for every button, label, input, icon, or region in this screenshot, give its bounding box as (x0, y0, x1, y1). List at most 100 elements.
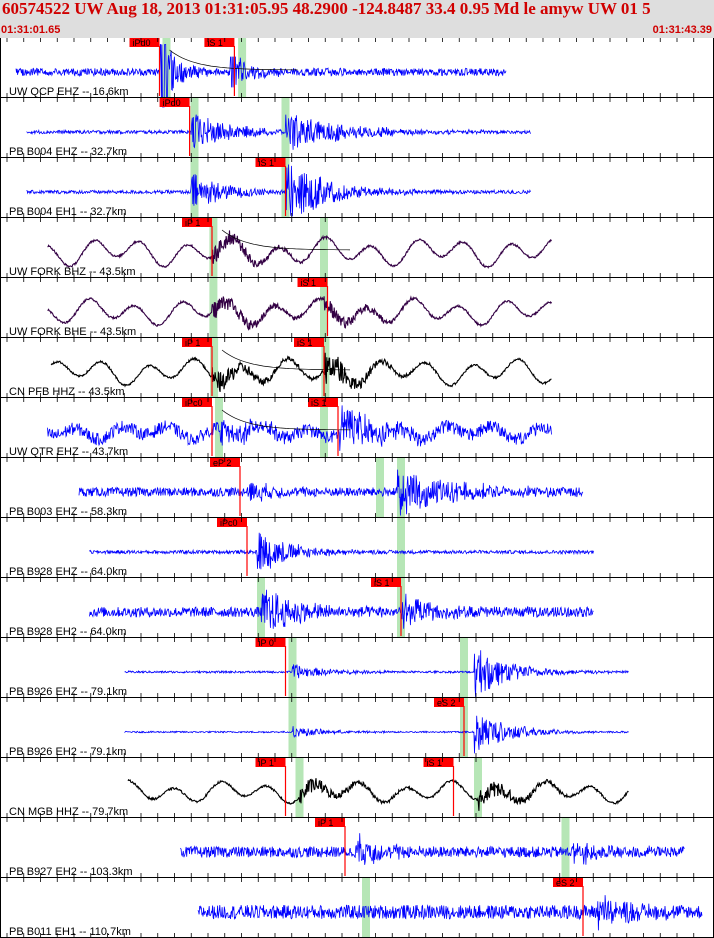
pick-window (162, 38, 171, 98)
station-label: PB B928 EH2 -- 64.0km (9, 626, 126, 638)
pick-label: iP 0 (259, 638, 274, 648)
trace-row[interactable]: iP 1 UW FORK BHZ -- 43.5km (0, 218, 714, 278)
waveform (89, 532, 594, 570)
coda-fit-curve (169, 49, 298, 71)
trace-row[interactable]: iPc0 iS 1 UW QTR EHZ -- 43.7km (0, 398, 714, 458)
pick-label: iS 1 (311, 398, 327, 408)
waveform (180, 833, 685, 865)
pick-window (397, 518, 405, 578)
pick-window (474, 758, 482, 818)
trace-row[interactable]: iP 1 iS 1 CN MGB HHZ -- 79.7km (0, 758, 714, 818)
pick-window (209, 218, 218, 278)
pick-label: iPd0 (163, 98, 181, 108)
station-label: UW FORK BHZ -- 43.5km (9, 266, 136, 278)
station-label: PB B004 EHZ -- 32.7km (9, 146, 127, 158)
pick-label-box[interactable] (423, 758, 454, 767)
end-time-label: 01:31:43.39 (652, 24, 712, 36)
pick-label-box[interactable] (159, 98, 190, 107)
trace-row[interactable]: iP 1 iS 1 CN PFB HHZ -- 43.5km (0, 338, 714, 398)
pick-label-box[interactable] (182, 338, 212, 347)
start-time-label: 01:31:01.65 (1, 24, 61, 36)
pick-window (376, 458, 384, 518)
station-label: PB B011 EH1 -- 110.7km (9, 926, 131, 938)
event-header: 60574522 UW Aug 18, 2013 01:31:05.95 48.… (0, 0, 714, 38)
pick-label-box[interactable] (434, 698, 464, 707)
pick-label-box[interactable] (182, 398, 212, 407)
waveform (124, 715, 629, 754)
pick-label: iPc0 (185, 398, 203, 408)
pick-label-box[interactable] (315, 818, 345, 827)
pick-label: iP 1 (185, 218, 200, 228)
pick-window (460, 638, 468, 698)
pick-label-box[interactable] (371, 578, 401, 587)
station-label: PB B928 EHZ -- 64.0km (9, 566, 127, 578)
waveform (47, 295, 552, 331)
station-label: UW QTR EHZ -- 43.7km (9, 446, 128, 458)
pick-window (190, 98, 199, 158)
pick-window (397, 458, 405, 518)
pick-label: iS 1 (259, 158, 275, 168)
pick-label: iS 1 (301, 278, 317, 288)
waveform (78, 469, 584, 516)
pick-label-box[interactable] (129, 38, 160, 47)
pick-label: iS 1 (297, 338, 313, 348)
waveform (26, 114, 531, 150)
pick-label-box[interactable] (294, 338, 324, 347)
pick-window (210, 338, 219, 398)
trace-row[interactable]: eS 2 PB B011 EH1 -- 110.7km (0, 878, 714, 938)
pick-label: eP 2 (213, 458, 231, 468)
pick-label: iPc0 (220, 518, 238, 528)
pick-label: iP 1 (185, 338, 200, 348)
station-label: PB B927 EH2 -- 103.3km (9, 866, 133, 878)
pick-window (320, 398, 328, 458)
pick-label-box[interactable] (255, 758, 286, 767)
pick-label: eS 2 (556, 878, 575, 888)
waveform (47, 405, 552, 451)
pick-label-box[interactable] (210, 458, 240, 467)
pick-window (215, 398, 223, 458)
trace-row[interactable]: iP 1 PB B927 EH2 -- 103.3km (0, 818, 714, 878)
trace-row[interactable]: iP 0 PB B926 EHZ -- 79.1km (0, 638, 714, 698)
station-label: CN PFB HHZ -- 43.5km (9, 386, 125, 398)
trace-row[interactable]: eS 2 PB B926 EH2 -- 79.1km (0, 698, 714, 758)
pick-label: iP 1 (259, 758, 274, 768)
pick-label-box[interactable] (255, 158, 286, 167)
station-label: PB B003 EHZ -- 58.3km (9, 506, 127, 518)
pick-label-box[interactable] (308, 398, 338, 407)
pick-window (295, 758, 304, 818)
pick-window (320, 278, 328, 338)
trace-row[interactable]: iPc0 PB B928 EHZ -- 64.0km (0, 518, 714, 578)
station-label: PB B004 EH1 -- 32.7km (9, 206, 126, 218)
station-label: PB B926 EH2 -- 79.1km (9, 746, 126, 758)
pick-window (320, 218, 328, 278)
pick-label: eS 2 (437, 698, 456, 708)
waveform (15, 44, 507, 108)
pick-label: iP 1 (318, 818, 333, 828)
pick-label-box[interactable] (217, 518, 247, 527)
pick-label: iS 1 (374, 578, 390, 588)
pick-label-box[interactable] (182, 218, 212, 227)
pick-label-box[interactable] (255, 638, 286, 647)
trace-row[interactable]: iPd0 PB B004 EHZ -- 32.7km (0, 98, 714, 158)
station-label: UW FORK BHE -- 43.5km (9, 326, 136, 338)
waveform (124, 650, 629, 697)
station-label: UW QCP EHZ -- 16.6km (9, 86, 129, 98)
waveform (26, 164, 531, 217)
seismogram-panel[interactable]: iPd0 iS 1 UW QCP EHZ -- 16.6km iPd0 PB B004 … (0, 38, 714, 938)
pick-window (561, 818, 570, 878)
pick-label: iS 1 (207, 38, 223, 48)
trace-row[interactable]: iS 1 UW FORK BHE -- 43.5km (0, 278, 714, 338)
pick-label-box[interactable] (297, 278, 328, 287)
trace-row[interactable]: iS 1 PB B928 EH2 -- 64.0km (0, 578, 714, 638)
pick-label-box[interactable] (204, 38, 235, 47)
waveform (47, 230, 552, 269)
station-label: PB B926 EHZ -- 79.1km (9, 686, 127, 698)
station-label: CN MGB HHZ -- 79.7km (9, 806, 128, 818)
coda-fit-curve (221, 409, 351, 431)
trace-row[interactable]: eP 2 PB B003 EHZ -- 58.3km (0, 458, 714, 518)
coda-fit-curve (221, 229, 351, 251)
waveform (197, 895, 703, 931)
pick-label-box[interactable] (553, 878, 583, 887)
trace-row[interactable]: iPd0 iS 1 UW QCP EHZ -- 16.6km (0, 38, 714, 108)
trace-row[interactable]: iS 1 PB B004 EH1 -- 32.7km (0, 158, 714, 218)
